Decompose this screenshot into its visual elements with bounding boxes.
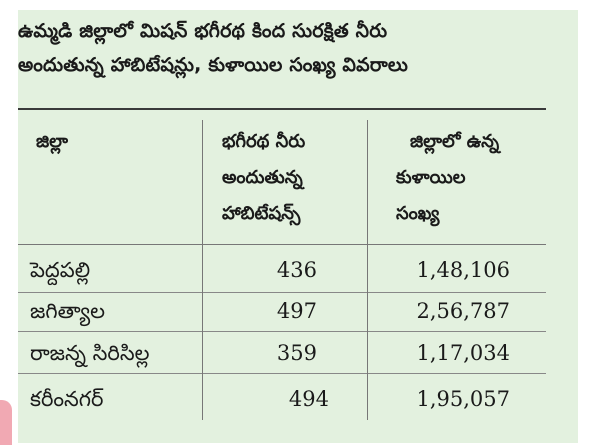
title-line-2: అందుతున్న హాబిటేషన్లు, కుళాయిల సంఖ్య వివ… — [18, 54, 409, 76]
column-divider — [202, 120, 203, 420]
header-district: జిల్లా — [36, 131, 69, 152]
taps-count: 1,48,106 — [416, 258, 510, 282]
header-habitations-line: భగీరథ నీరు — [222, 131, 306, 152]
table-panel — [18, 10, 578, 443]
header-taps: జిల్లాలో ఉన్న కుళాయిల సంఖ్య — [396, 124, 546, 232]
habitations-count: 436 — [276, 258, 317, 282]
taps-count: 1,17,034 — [416, 341, 510, 365]
decorative-illustration-edge — [0, 400, 12, 445]
page-title: ఉమ్మడి జిల్లాలో మిషన్ భగీరథ కింద సురక్షి… — [18, 14, 548, 82]
taps-count: 1,95,057 — [416, 387, 510, 411]
header-habitations: భగీరథ నీరు అందుతున్న హాబిటేషన్స్ — [222, 124, 362, 232]
district-name: జగిత్యాల — [30, 299, 106, 323]
row-divider — [18, 292, 546, 293]
header-taps-line: సంఖ్య — [396, 203, 440, 224]
habitations-count: 497 — [276, 299, 317, 323]
taps-count: 2,56,787 — [416, 299, 510, 323]
column-divider — [367, 120, 368, 420]
district-name: కరీంనగర్ — [30, 387, 104, 411]
habitations-count: 494 — [288, 387, 329, 411]
habitations-count: 359 — [276, 341, 317, 365]
header-taps-line: జిల్లాలో ఉన్న — [410, 131, 500, 152]
row-divider — [18, 331, 546, 332]
district-name: రాజన్న సిరిసిల్ల — [30, 341, 150, 365]
header-taps-line: కుళాయిల — [396, 167, 466, 188]
header-divider — [18, 244, 546, 245]
title-line-1: ఉమ్మడి జిల్లాలో మిషన్ భగీరథ కింద సురక్షి… — [18, 20, 388, 42]
table-top-rule — [18, 108, 546, 110]
district-name: పెద్దపల్లి — [30, 258, 91, 282]
row-divider — [18, 373, 546, 374]
header-habitations-line: అందుతున్న — [222, 167, 303, 188]
header-habitations-line: హాబిటేషన్స్ — [222, 203, 301, 224]
